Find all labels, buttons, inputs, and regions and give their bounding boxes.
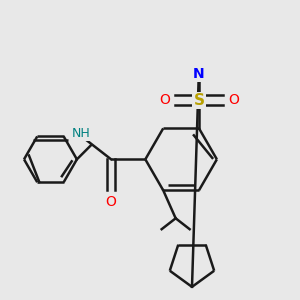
Text: O: O — [159, 93, 170, 107]
Text: N: N — [193, 67, 205, 81]
Text: NH: NH — [72, 127, 91, 140]
Text: S: S — [194, 93, 205, 108]
Text: O: O — [106, 195, 117, 209]
Text: O: O — [228, 93, 238, 107]
